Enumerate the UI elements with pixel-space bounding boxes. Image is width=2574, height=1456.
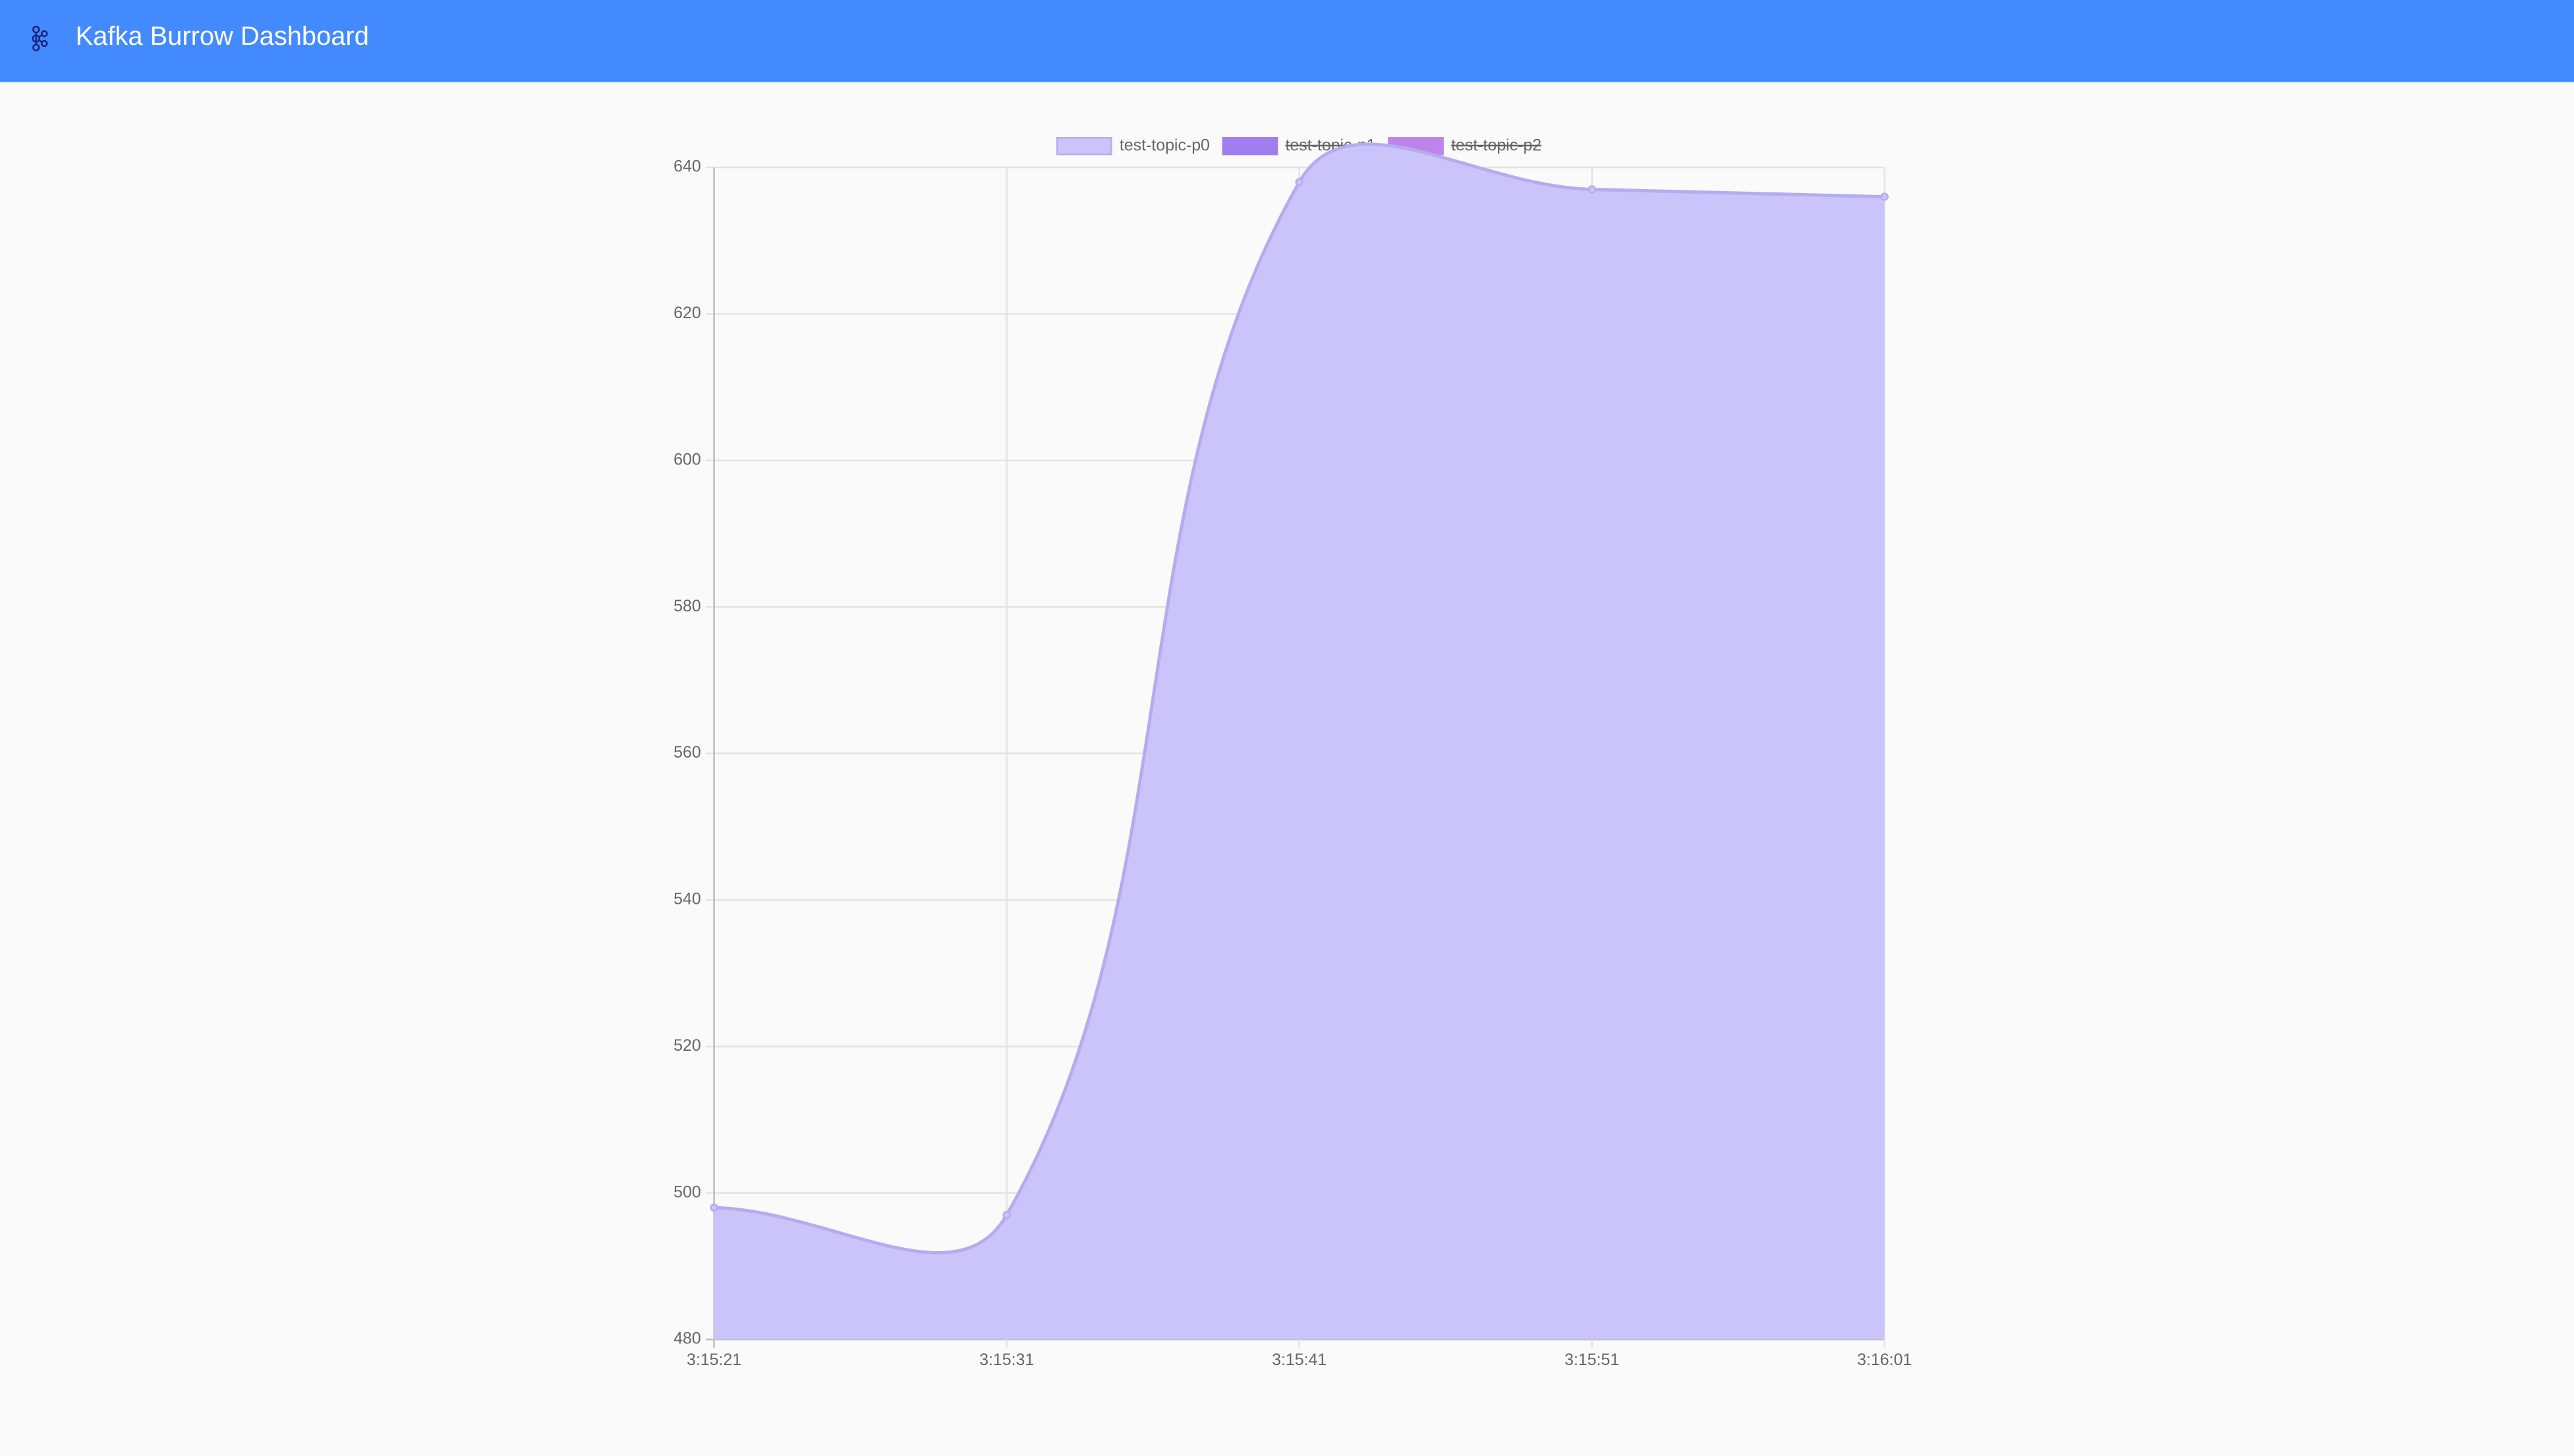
legend-label: test-topic-p2 (1451, 136, 1541, 154)
y-tick-label: 560 (673, 743, 701, 762)
legend: test-topic-p0 test-topic-p1 test-topic-p2 (1056, 136, 1541, 155)
legend-swatch (1056, 137, 1112, 155)
point (1002, 1210, 1011, 1219)
point (1880, 192, 1889, 201)
legend-swatch (1222, 137, 1278, 155)
point (1295, 178, 1303, 186)
y-tick-label: 620 (673, 304, 701, 322)
point (1587, 185, 1596, 194)
app-bar (0, 0, 2574, 82)
y-tick-label: 580 (673, 597, 701, 615)
point (710, 1203, 718, 1212)
app-title: Kafka Burrow Dashboard (76, 22, 369, 51)
legend-label: test-topic-p0 (1120, 136, 1210, 154)
x-tick-label: 3:15:41 (1272, 1351, 1327, 1369)
y-tick-label: 480 (673, 1330, 701, 1348)
line (714, 142, 1885, 1254)
y-tick-label: 640 (673, 157, 701, 176)
y-tick-label: 520 (673, 1036, 701, 1055)
y-tick-label: 500 (673, 1183, 701, 1201)
x-tick-label: 3:15:21 (687, 1351, 741, 1369)
area (714, 144, 1885, 1340)
x-tick-label: 3:15:31 (979, 1351, 1034, 1369)
x-tick-label: 3:16:01 (1857, 1351, 1912, 1369)
y-tick-label: 600 (673, 450, 701, 468)
kafka-icon (32, 26, 48, 51)
x-tick-label: 3:15:51 (1564, 1351, 1619, 1369)
y-tick-label: 540 (673, 890, 701, 909)
